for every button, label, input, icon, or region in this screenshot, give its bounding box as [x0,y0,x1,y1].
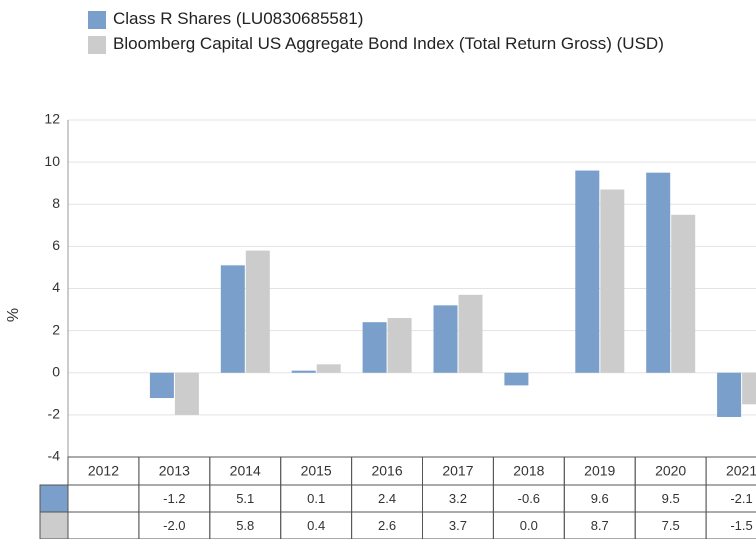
legend-item: Class R Shares (LU0830685581) [88,9,756,29]
x-tick-label: 2021 [726,463,756,479]
table-value: -2.0 [163,518,185,533]
x-tick-label: 2016 [371,463,402,479]
table-value: 9.5 [662,491,680,506]
bar [174,372,199,415]
table-value: 7.5 [662,518,680,533]
table-swatch [39,484,69,513]
bar [671,214,696,373]
bar [245,250,270,373]
table-value: 2.4 [378,491,396,506]
bar [220,265,245,373]
x-tick-label: 2015 [301,463,332,479]
table-value: 9.6 [591,491,609,506]
table-value: 3.7 [449,518,467,533]
legend-item: Bloomberg Capital US Aggregate Bond Inde… [88,34,756,54]
x-tick-label: 2019 [584,463,615,479]
x-tick-label: 2018 [513,463,544,479]
table-cell [67,511,140,539]
y-tick-label: 2 [52,321,60,337]
bar [149,372,174,399]
table-value: -1.2 [163,491,185,506]
bar [291,370,316,373]
table-value: 2.6 [378,518,396,533]
bar [600,189,625,373]
legend-swatch [88,36,106,54]
legend-label: Bloomberg Capital US Aggregate Bond Inde… [113,34,664,53]
table-value: -0.6 [518,491,540,506]
bar [575,170,600,373]
table-value: 5.8 [236,518,254,533]
bar [646,172,671,373]
x-tick-label: 2013 [159,463,190,479]
y-tick-label: 4 [52,279,60,295]
x-tick-label: 2020 [655,463,686,479]
legend-swatch [88,11,106,29]
y-tick-label: 10 [44,153,60,169]
x-tick-label: 2017 [442,463,473,479]
table-value: 5.1 [236,491,254,506]
table-value: 0.0 [520,518,538,533]
bar [717,372,742,417]
table-swatch [39,511,69,539]
table-cell [705,511,756,539]
y-tick-label: -4 [48,448,61,464]
y-tick-label: 0 [52,363,60,379]
table-cell [67,484,140,513]
y-tick-label: 6 [52,237,60,253]
y-tick-label: -2 [48,406,61,422]
bar [504,372,529,386]
legend-label: Class R Shares (LU0830685581) [113,9,364,28]
table-value: -2.1 [730,491,752,506]
table-value: 8.7 [591,518,609,533]
y-axis-label: % [5,308,22,322]
table-value: 0.4 [307,518,325,533]
bar [433,305,458,373]
legend: Class R Shares (LU0830685581) Bloomberg C… [88,10,756,60]
bar [387,317,412,373]
y-tick-label: 12 [44,111,60,127]
table-value: 3.2 [449,491,467,506]
bar [742,372,756,405]
bar [362,322,387,373]
x-tick-label: 2012 [88,463,119,479]
table-value: 0.1 [307,491,325,506]
bar [458,294,483,373]
table-value: -1.5 [730,518,752,533]
y-tick-label: 8 [52,195,60,211]
bar [316,364,341,373]
x-tick-label: 2014 [230,463,261,479]
